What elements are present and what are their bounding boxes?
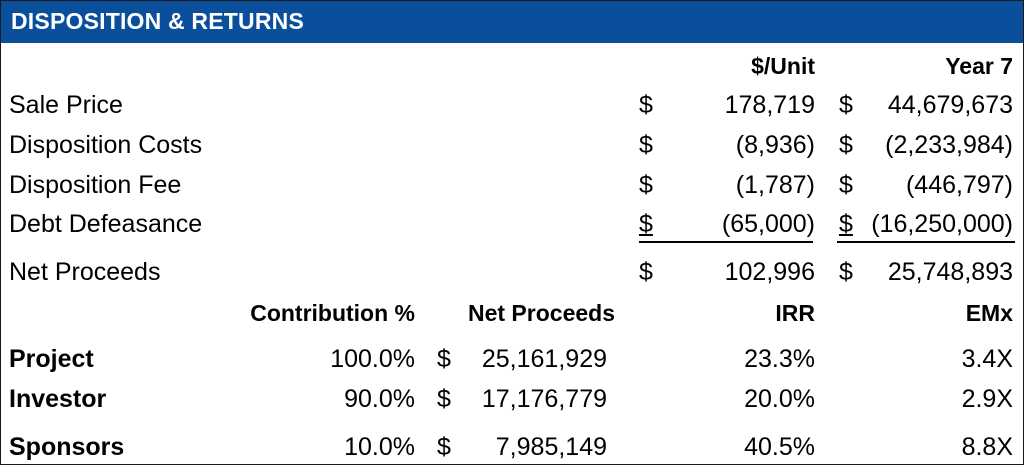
disposition-fee-per-unit: (1,787) [735, 171, 815, 199]
subtotal-rule-year [837, 241, 1015, 243]
sponsors-irr: 40.5% [744, 433, 815, 461]
currency-symbol: $ [839, 171, 853, 199]
disposition-costs-per-unit: (8,936) [735, 131, 815, 159]
currency-symbol: $ [437, 345, 451, 373]
disposition-costs-year: (2,233,984) [885, 131, 1013, 159]
currency-symbol: $ [839, 91, 853, 119]
col-header-year: Year 7 [945, 53, 1013, 79]
title-bar: DISPOSITION & RETURNS [1, 1, 1023, 43]
row-label-sale-price: Sale Price [9, 91, 123, 119]
currency-symbol: $ [437, 433, 451, 461]
subtotal-rule-per-unit [639, 241, 813, 243]
currency-symbol: $ [437, 385, 451, 413]
row-label-debt-defeasance: Debt Defeasance [9, 210, 203, 238]
project-contribution: 100.0% [330, 345, 415, 373]
sale-price-year: 44,679,673 [887, 91, 1013, 119]
row-label-net-proceeds: Net Proceeds [9, 258, 161, 286]
sale-price-per-unit: 178,719 [724, 91, 815, 119]
party-label-project: Project [9, 345, 94, 373]
investor-emx: 2.9X [961, 385, 1013, 413]
investor-irr: 20.0% [744, 385, 815, 413]
table-title: DISPOSITION & RETURNS [11, 8, 305, 34]
party-label-investor: Investor [9, 385, 107, 413]
currency-symbol: $ [639, 258, 653, 286]
project-net-proceeds: 25,161,929 [481, 345, 607, 373]
net-proceeds-year: 25,748,893 [887, 258, 1013, 286]
disposition-fee-year: (446,797) [905, 171, 1013, 199]
investor-contribution: 90.0% [344, 385, 415, 413]
col-header-emx: EMx [965, 300, 1013, 326]
currency-symbol: $ [839, 131, 853, 159]
currency-symbol: $ [639, 171, 653, 199]
row-label-disposition-fee: Disposition Fee [9, 171, 182, 199]
investor-net-proceeds: 17,176,779 [481, 385, 607, 413]
col-header-per-unit: $/Unit [751, 53, 815, 79]
currency-symbol: $ [639, 210, 653, 238]
debt-defeasance-year: (16,250,000) [871, 210, 1013, 238]
net-proceeds-per-unit: 102,996 [724, 258, 815, 286]
sponsors-emx: 8.8X [961, 433, 1013, 461]
currency-symbol: $ [639, 91, 653, 119]
col-header-irr: IRR [775, 300, 815, 326]
currency-symbol: $ [839, 210, 853, 238]
col-header-contribution: Contribution % [250, 300, 415, 326]
party-label-sponsors: Sponsors [9, 433, 125, 461]
sponsors-net-proceeds: 7,985,149 [495, 433, 607, 461]
project-emx: 3.4X [961, 345, 1013, 373]
col-header-net-proceeds: Net Proceeds [467, 300, 615, 326]
project-irr: 23.3% [744, 345, 815, 373]
currency-symbol: $ [839, 258, 853, 286]
debt-defeasance-per-unit: (65,000) [721, 210, 815, 238]
row-label-disposition-costs: Disposition Costs [9, 131, 203, 159]
currency-symbol: $ [639, 131, 653, 159]
sponsors-contribution: 10.0% [344, 433, 415, 461]
